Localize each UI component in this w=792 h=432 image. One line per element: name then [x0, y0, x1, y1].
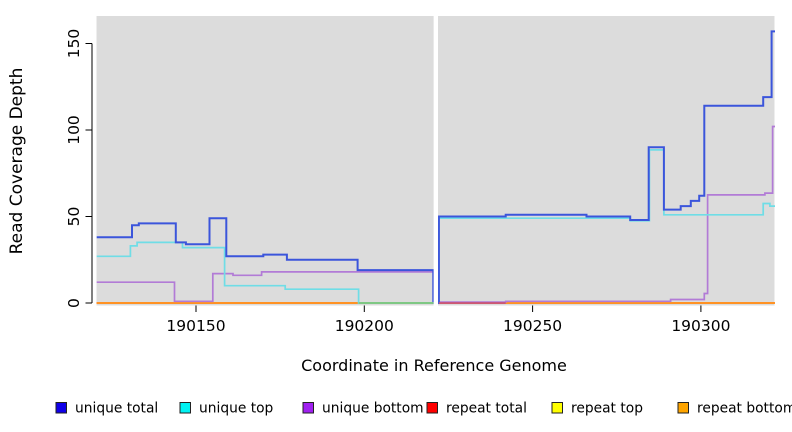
gap-band-rect	[433, 15, 439, 306]
legend-item-repeat-top: repeat top	[551, 401, 643, 417]
legend-swatch-repeat-top	[551, 402, 563, 414]
legend-swatch-repeat-total	[426, 402, 438, 414]
y-tick-label-150: 150	[65, 29, 83, 59]
legend-label-repeat-total: repeat total	[446, 401, 527, 417]
x-tick-label-190200: 190200	[335, 317, 394, 335]
legend-label-unique-bottom: unique bottom	[322, 401, 424, 417]
series-unique-total-line	[96, 30, 775, 304]
coverage-gap-band	[433, 15, 439, 306]
x-tick-label-190150: 190150	[166, 317, 225, 335]
legend-item-repeat-bottom: repeat bottom	[677, 401, 792, 417]
legend-swatch-unique-top	[179, 402, 191, 414]
legend: unique total unique top unique bottom repea…	[55, 401, 792, 417]
legend-label-unique-top: unique top	[199, 401, 273, 417]
y-axis-title: Read Coverage Depth	[7, 68, 27, 255]
legend-item-unique-total: unique total	[55, 401, 158, 417]
x-axis-title: Coordinate in Reference Genome	[301, 356, 567, 375]
legend-label-repeat-bottom: repeat bottom	[697, 401, 792, 417]
legend-label-repeat-top: repeat top	[571, 401, 643, 417]
x-tick-label-190300: 190300	[671, 317, 730, 335]
legend-swatch-repeat-bottom	[677, 402, 689, 414]
legend-item-repeat-total: repeat total	[426, 401, 527, 417]
y-tick-label-0: 0	[65, 298, 83, 308]
legend-swatch-unique-bottom	[302, 402, 314, 414]
x-tick-label-190250: 190250	[503, 317, 562, 335]
series-unique-bottom-line	[96, 125, 775, 304]
y-tick-label-50: 50	[65, 207, 83, 227]
legend-label-unique-total: unique total	[75, 401, 158, 417]
legend-item-unique-top: unique top	[179, 401, 273, 417]
axes: 0 50 100 150 190150 190200 190250 190300	[65, 29, 730, 335]
legend-swatch-unique-total	[55, 402, 67, 414]
y-tick-label-100: 100	[65, 115, 83, 145]
legend-item-unique-bottom: unique bottom	[302, 401, 424, 417]
